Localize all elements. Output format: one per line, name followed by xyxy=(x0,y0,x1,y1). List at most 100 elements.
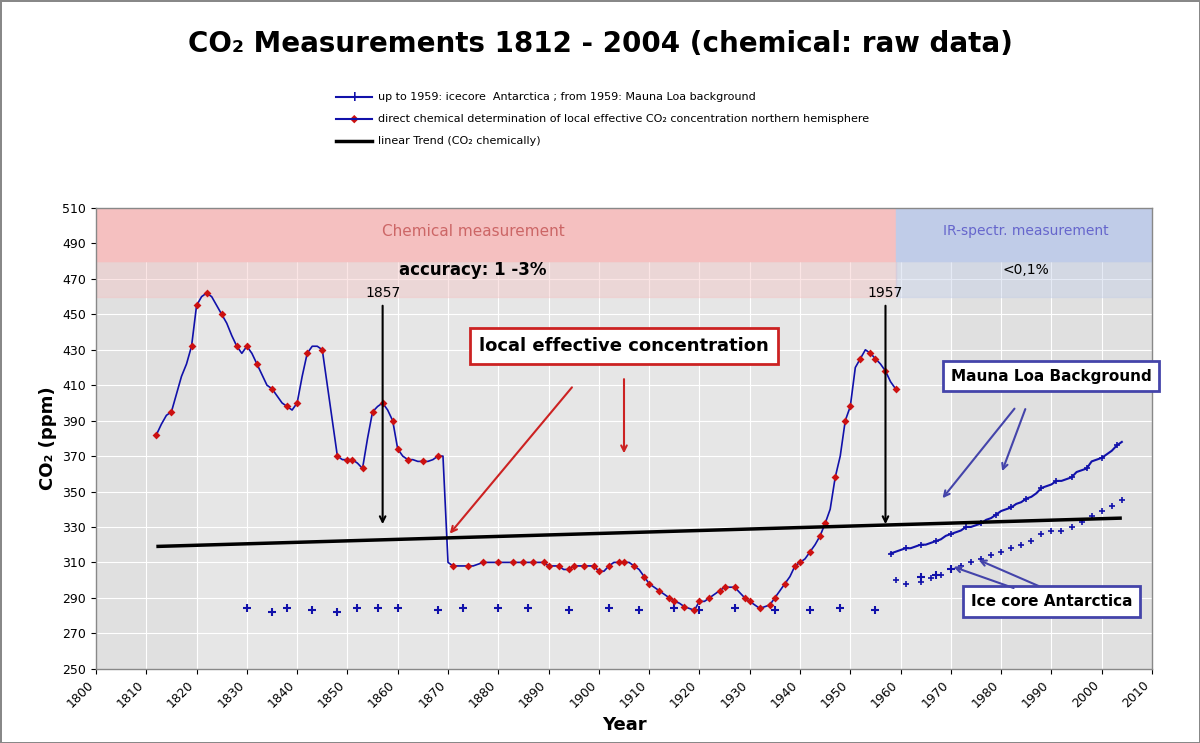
Point xyxy=(348,603,367,614)
Point xyxy=(444,560,463,572)
Point xyxy=(881,548,900,559)
Point xyxy=(1021,535,1040,547)
Point xyxy=(1002,542,1021,554)
Point xyxy=(1042,525,1061,536)
Point xyxy=(524,557,544,568)
Point xyxy=(690,595,709,607)
Point xyxy=(197,287,216,299)
Point xyxy=(1092,452,1111,464)
Point xyxy=(428,604,448,616)
Text: direct chemical determination of local effective CO₂ concentration northern hemi: direct chemical determination of local e… xyxy=(378,114,869,124)
Point xyxy=(353,463,372,475)
Point xyxy=(1032,482,1051,494)
Point xyxy=(388,603,407,614)
Text: Chemical measurement: Chemical measurement xyxy=(382,224,564,239)
Point xyxy=(1072,516,1091,528)
Point xyxy=(835,415,854,426)
Point xyxy=(700,592,719,604)
Point xyxy=(830,603,850,614)
Point xyxy=(991,546,1010,558)
Point xyxy=(368,603,388,614)
Point xyxy=(247,358,266,370)
Point xyxy=(474,557,493,568)
Point xyxy=(624,560,643,572)
Point xyxy=(1108,440,1127,452)
Text: CO₂ Measurements 1812 - 2004 (chemical: raw data): CO₂ Measurements 1812 - 2004 (chemical: … xyxy=(187,30,1013,58)
Point xyxy=(791,557,810,568)
Point xyxy=(488,603,508,614)
Point xyxy=(1092,505,1111,517)
Text: local effective concentration: local effective concentration xyxy=(479,337,769,355)
Point xyxy=(665,603,684,614)
Point xyxy=(982,549,1001,561)
Point xyxy=(766,604,785,616)
Y-axis label: CO₂ (ppm): CO₂ (ppm) xyxy=(38,386,56,490)
Point xyxy=(238,603,257,614)
Point xyxy=(972,553,991,565)
Point xyxy=(826,471,845,483)
Text: IR-spectr. measurement: IR-spectr. measurement xyxy=(943,224,1109,238)
Point xyxy=(1078,463,1097,475)
Point xyxy=(715,581,734,593)
Point xyxy=(1046,475,1066,487)
Point xyxy=(630,604,649,616)
Text: 1857: 1857 xyxy=(365,286,401,522)
Point xyxy=(227,340,246,352)
Point xyxy=(550,560,569,572)
Point xyxy=(926,569,946,581)
Point xyxy=(690,604,709,616)
Point xyxy=(816,517,835,529)
Point xyxy=(428,450,448,462)
Point xyxy=(986,509,1006,521)
Point xyxy=(800,604,820,616)
Point xyxy=(514,557,533,568)
Point xyxy=(725,603,744,614)
Point xyxy=(534,557,553,568)
Point xyxy=(373,397,392,409)
Point xyxy=(810,530,829,542)
Point xyxy=(454,603,473,614)
Point xyxy=(710,585,730,597)
Point xyxy=(263,606,282,618)
Point xyxy=(398,454,418,466)
Point xyxy=(277,603,296,614)
Point xyxy=(559,563,578,575)
Point xyxy=(162,406,181,418)
Point xyxy=(504,557,523,568)
Point xyxy=(725,581,744,593)
Text: linear Trend (CO₂ chemically): linear Trend (CO₂ chemically) xyxy=(378,136,541,146)
Point xyxy=(383,415,402,426)
Text: 1957: 1957 xyxy=(868,286,904,522)
Point xyxy=(1002,502,1021,513)
Point xyxy=(941,563,960,575)
Point xyxy=(1032,528,1051,540)
Point xyxy=(1102,500,1121,512)
Point xyxy=(911,576,930,588)
Point xyxy=(952,560,971,572)
Point xyxy=(911,571,930,583)
Point xyxy=(665,595,684,607)
Point xyxy=(518,603,538,614)
Point xyxy=(660,592,679,604)
Point xyxy=(277,400,296,412)
Point xyxy=(941,528,960,540)
Point xyxy=(599,560,618,572)
Point xyxy=(343,454,362,466)
Point xyxy=(956,521,976,533)
Point xyxy=(539,560,558,572)
Point xyxy=(263,383,282,395)
Point xyxy=(362,406,382,418)
Point xyxy=(338,454,358,466)
Point xyxy=(1052,525,1072,536)
Point xyxy=(589,565,608,577)
Point xyxy=(896,578,916,590)
Text: up to 1959: icecore  Antarctica ; from 1959: Mauna Loa background: up to 1959: icecore Antarctica ; from 19… xyxy=(378,91,756,102)
Point xyxy=(649,585,668,597)
Point xyxy=(1062,471,1081,483)
Text: Mauna Loa Background: Mauna Loa Background xyxy=(952,369,1152,384)
Point xyxy=(458,560,478,572)
Point xyxy=(302,604,322,616)
Point xyxy=(488,557,508,568)
Point xyxy=(896,542,916,554)
Point xyxy=(866,353,886,365)
